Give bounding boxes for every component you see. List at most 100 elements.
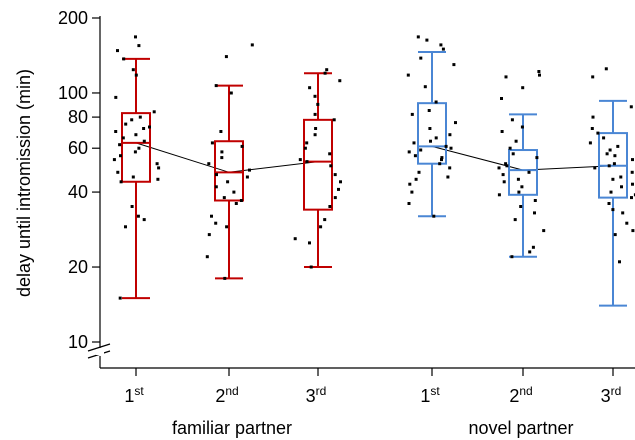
data-point bbox=[607, 164, 611, 168]
data-point bbox=[633, 193, 635, 197]
data-point bbox=[428, 127, 432, 130]
x-tick-label: 3rd bbox=[306, 384, 327, 406]
data-point bbox=[157, 166, 161, 170]
data-point bbox=[417, 170, 421, 174]
data-point bbox=[612, 162, 616, 166]
data-point bbox=[607, 202, 611, 205]
data-point bbox=[234, 202, 238, 205]
data-point bbox=[413, 154, 417, 158]
data-point bbox=[333, 196, 337, 200]
data-point bbox=[427, 109, 431, 112]
data-point bbox=[613, 154, 617, 158]
box-2 bbox=[214, 84, 244, 280]
data-point bbox=[449, 146, 453, 150]
data-point bbox=[406, 73, 410, 77]
data-point bbox=[339, 180, 342, 184]
data-point bbox=[625, 221, 629, 225]
y-tick-label: 60 bbox=[68, 138, 88, 158]
data-point bbox=[313, 133, 317, 137]
data-point bbox=[527, 170, 531, 174]
data-point bbox=[631, 182, 634, 186]
data-point bbox=[214, 84, 218, 88]
data-point bbox=[630, 196, 633, 200]
data-point bbox=[305, 160, 309, 164]
data-point bbox=[513, 218, 517, 222]
data-point bbox=[118, 296, 122, 300]
data-point bbox=[452, 63, 456, 67]
data-point bbox=[500, 97, 503, 100]
data-point bbox=[309, 265, 313, 269]
data-point bbox=[537, 70, 541, 73]
data-point bbox=[440, 156, 444, 160]
data-point bbox=[313, 112, 317, 116]
data-point bbox=[207, 233, 211, 237]
data-point bbox=[136, 214, 140, 218]
data-point bbox=[323, 218, 327, 222]
data-point bbox=[419, 56, 423, 60]
data-point bbox=[210, 214, 213, 218]
data-point bbox=[501, 173, 505, 177]
data-point bbox=[602, 136, 606, 140]
data-point bbox=[114, 95, 118, 99]
data-point bbox=[308, 241, 311, 245]
data-point bbox=[407, 150, 411, 154]
data-point bbox=[510, 118, 514, 122]
data-point bbox=[316, 102, 320, 106]
data-point bbox=[502, 180, 506, 184]
data-point bbox=[124, 225, 127, 229]
data-point bbox=[514, 139, 518, 143]
data-point bbox=[588, 141, 592, 145]
y-axis-label: delay until intromission (min) bbox=[14, 69, 34, 297]
data-point bbox=[214, 221, 218, 225]
mean-lines bbox=[135, 142, 614, 173]
data-point bbox=[620, 185, 623, 189]
data-point bbox=[616, 144, 620, 148]
data-point bbox=[130, 205, 134, 208]
data-point bbox=[337, 187, 340, 191]
data-point bbox=[611, 208, 615, 212]
data-point bbox=[439, 43, 443, 47]
data-points bbox=[112, 35, 635, 300]
data-point bbox=[533, 211, 536, 215]
data-point bbox=[528, 250, 532, 254]
data-point bbox=[410, 190, 414, 194]
data-point bbox=[319, 225, 323, 229]
data-point bbox=[446, 175, 450, 179]
data-point bbox=[631, 229, 635, 233]
data-point bbox=[410, 112, 414, 116]
data-point bbox=[434, 136, 438, 140]
data-point bbox=[226, 180, 230, 184]
data-point bbox=[500, 130, 504, 133]
data-point bbox=[119, 180, 123, 184]
data-point bbox=[444, 144, 448, 148]
box-iqr bbox=[121, 112, 151, 183]
data-point bbox=[303, 146, 307, 150]
data-point bbox=[414, 177, 418, 181]
data-point bbox=[240, 144, 244, 148]
data-point bbox=[142, 139, 146, 143]
data-point bbox=[629, 105, 633, 109]
data-point bbox=[538, 73, 541, 77]
data-point bbox=[152, 110, 156, 114]
y-tick-label: 10 bbox=[68, 332, 88, 352]
data-point bbox=[116, 49, 119, 53]
data-point bbox=[619, 175, 623, 179]
data-point bbox=[533, 199, 537, 202]
data-point bbox=[596, 131, 600, 135]
data-point bbox=[118, 143, 122, 147]
box-iqr bbox=[303, 118, 333, 211]
data-point bbox=[338, 79, 342, 83]
data-point bbox=[609, 190, 613, 194]
data-point bbox=[328, 205, 332, 208]
data-point bbox=[593, 166, 597, 170]
data-point bbox=[608, 148, 612, 152]
data-point bbox=[245, 175, 249, 179]
x-tick-label: 2nd bbox=[509, 384, 532, 406]
mean-line bbox=[135, 142, 319, 173]
data-point bbox=[425, 38, 429, 42]
x-tick-label-sup: st bbox=[134, 384, 144, 398]
data-point bbox=[137, 146, 141, 150]
data-point bbox=[229, 91, 233, 95]
data-point bbox=[434, 100, 438, 104]
